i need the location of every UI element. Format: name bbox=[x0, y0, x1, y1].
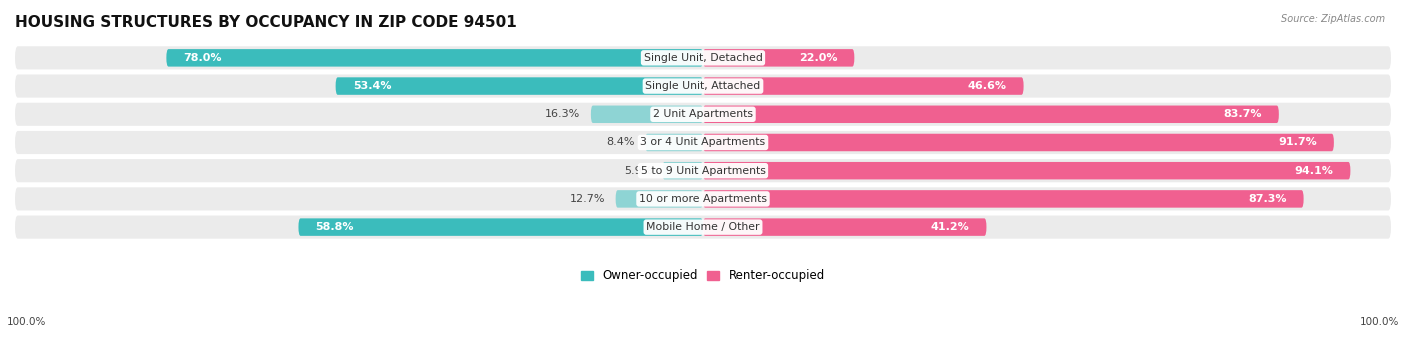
FancyBboxPatch shape bbox=[591, 105, 703, 123]
FancyBboxPatch shape bbox=[166, 49, 703, 66]
FancyBboxPatch shape bbox=[662, 162, 703, 179]
Text: 16.3%: 16.3% bbox=[546, 109, 581, 119]
Text: Mobile Home / Other: Mobile Home / Other bbox=[647, 222, 759, 232]
FancyBboxPatch shape bbox=[703, 105, 1279, 123]
Text: 12.7%: 12.7% bbox=[569, 194, 606, 204]
Text: 100.0%: 100.0% bbox=[1360, 317, 1399, 327]
FancyBboxPatch shape bbox=[15, 159, 1391, 182]
Text: 91.7%: 91.7% bbox=[1278, 137, 1316, 148]
FancyBboxPatch shape bbox=[703, 190, 1303, 208]
FancyBboxPatch shape bbox=[336, 77, 703, 95]
Text: 2 Unit Apartments: 2 Unit Apartments bbox=[652, 109, 754, 119]
FancyBboxPatch shape bbox=[703, 77, 1024, 95]
Text: 46.6%: 46.6% bbox=[967, 81, 1007, 91]
FancyBboxPatch shape bbox=[703, 218, 987, 236]
Text: 10 or more Apartments: 10 or more Apartments bbox=[638, 194, 768, 204]
Text: Single Unit, Attached: Single Unit, Attached bbox=[645, 81, 761, 91]
Text: 8.4%: 8.4% bbox=[606, 137, 636, 148]
FancyBboxPatch shape bbox=[15, 46, 1391, 70]
Text: 100.0%: 100.0% bbox=[7, 317, 46, 327]
Text: 3 or 4 Unit Apartments: 3 or 4 Unit Apartments bbox=[641, 137, 765, 148]
Text: 94.1%: 94.1% bbox=[1295, 166, 1333, 176]
FancyBboxPatch shape bbox=[616, 190, 703, 208]
FancyBboxPatch shape bbox=[298, 218, 703, 236]
Text: 5 to 9 Unit Apartments: 5 to 9 Unit Apartments bbox=[641, 166, 765, 176]
Text: HOUSING STRUCTURES BY OCCUPANCY IN ZIP CODE 94501: HOUSING STRUCTURES BY OCCUPANCY IN ZIP C… bbox=[15, 15, 517, 30]
Text: 41.2%: 41.2% bbox=[931, 222, 969, 232]
FancyBboxPatch shape bbox=[703, 162, 1350, 179]
FancyBboxPatch shape bbox=[15, 74, 1391, 98]
Legend: Owner-occupied, Renter-occupied: Owner-occupied, Renter-occupied bbox=[576, 264, 830, 287]
Text: 83.7%: 83.7% bbox=[1223, 109, 1261, 119]
Text: 87.3%: 87.3% bbox=[1249, 194, 1286, 204]
Text: Single Unit, Detached: Single Unit, Detached bbox=[644, 53, 762, 63]
FancyBboxPatch shape bbox=[15, 131, 1391, 154]
FancyBboxPatch shape bbox=[703, 134, 1334, 151]
Text: 5.9%: 5.9% bbox=[624, 166, 652, 176]
FancyBboxPatch shape bbox=[15, 187, 1391, 210]
Text: 78.0%: 78.0% bbox=[184, 53, 222, 63]
FancyBboxPatch shape bbox=[15, 103, 1391, 126]
FancyBboxPatch shape bbox=[645, 134, 703, 151]
Text: 58.8%: 58.8% bbox=[316, 222, 354, 232]
Text: 53.4%: 53.4% bbox=[353, 81, 391, 91]
Text: Source: ZipAtlas.com: Source: ZipAtlas.com bbox=[1281, 14, 1385, 24]
FancyBboxPatch shape bbox=[15, 216, 1391, 239]
Text: 22.0%: 22.0% bbox=[799, 53, 837, 63]
FancyBboxPatch shape bbox=[703, 49, 855, 66]
